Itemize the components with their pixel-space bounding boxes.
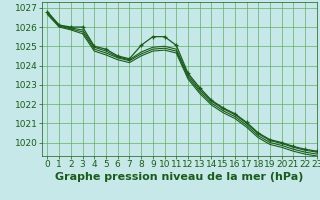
X-axis label: Graphe pression niveau de la mer (hPa): Graphe pression niveau de la mer (hPa) bbox=[55, 172, 303, 182]
